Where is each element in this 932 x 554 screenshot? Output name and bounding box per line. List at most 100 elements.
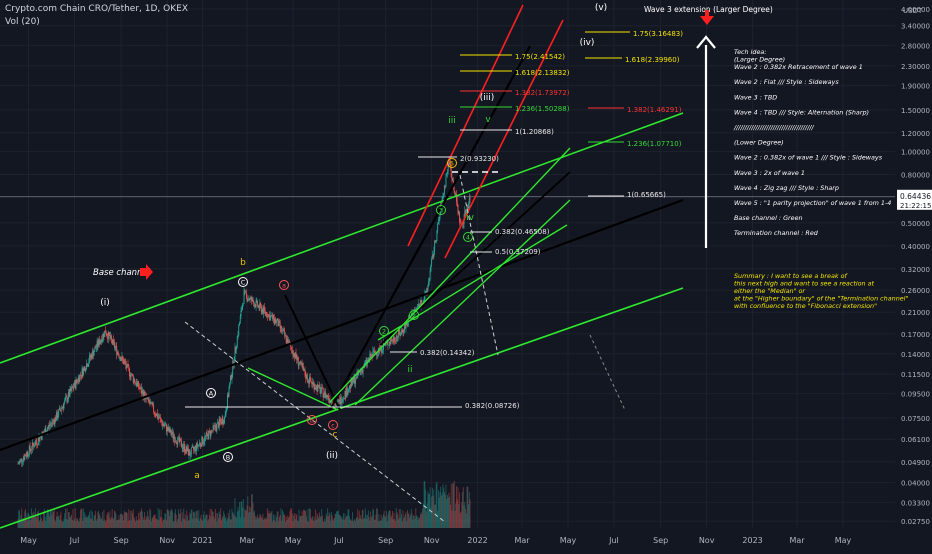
candle-body: [417, 306, 419, 308]
volume-bar: [366, 518, 368, 528]
volume-bar: [409, 517, 411, 528]
volume-bar: [159, 517, 161, 528]
candle-body: [375, 352, 377, 353]
candle-body: [113, 342, 115, 348]
candle-body: [218, 419, 220, 428]
candle-body: [394, 341, 396, 342]
volume-bar: [309, 508, 311, 528]
tech-idea-line: /////////////////////////////////////: [733, 124, 815, 132]
volume-bar: [198, 510, 200, 528]
volume-bar: [418, 517, 420, 528]
candle-body: [110, 335, 112, 340]
candle-body: [133, 379, 135, 383]
volume-bar: [263, 519, 265, 528]
volume-bar: [466, 486, 468, 528]
price-tick-label: 0.09500: [901, 391, 930, 399]
candle-body: [303, 366, 304, 371]
candle-body: [34, 441, 36, 446]
candle-body: [121, 356, 123, 360]
candle-body: [287, 339, 289, 346]
candle-body: [134, 379, 136, 383]
volume-bar: [211, 509, 213, 528]
candle-body: [220, 421, 222, 425]
volume-bar: [415, 508, 417, 528]
candle-body: [313, 382, 315, 390]
candle-body: [361, 369, 363, 373]
candle-body: [224, 414, 226, 418]
volume-bar: [377, 521, 379, 528]
volume-bar: [224, 518, 226, 528]
candle-body: [40, 436, 42, 438]
candle-body: [193, 447, 195, 450]
volume-bar: [28, 512, 29, 528]
volume-indicator-label[interactable]: Vol (20): [5, 17, 40, 27]
circled-wave-marker: [223, 452, 233, 462]
candle-body: [129, 375, 131, 378]
volume-bar: [333, 517, 335, 528]
candle-body: [188, 449, 190, 456]
candle-body: [291, 347, 292, 350]
candle-body: [395, 336, 397, 342]
sub-channel-c: [377, 224, 568, 341]
volume-bar: [179, 513, 181, 528]
volume-bar: [456, 486, 457, 528]
candle-body: [85, 369, 87, 372]
volume-bar: [449, 496, 451, 528]
volume-bar: [188, 519, 190, 528]
candle-body: [418, 303, 420, 307]
candle-body: [346, 387, 348, 395]
tech-idea-line: Base channel : Green: [734, 214, 803, 222]
volume-bar: [417, 520, 419, 528]
candle-body: [283, 330, 285, 332]
candle-body: [291, 349, 293, 353]
volume-bar: [406, 521, 408, 528]
volume-bar: [288, 516, 290, 528]
candle-body: [234, 347, 236, 361]
volume-bar: [199, 521, 201, 528]
volume-bar: [57, 516, 59, 528]
candle-body: [150, 402, 152, 404]
volume-bar: [399, 517, 401, 528]
candle-body: [91, 354, 93, 359]
candle-body: [71, 387, 72, 392]
time-tick-label: Sep: [653, 536, 668, 545]
volume-bar: [83, 512, 85, 528]
volume-bar: [33, 511, 35, 528]
volume-bar: [112, 517, 114, 528]
tech-idea-line: Wave 5 : "1 parity projection" of wave 1…: [734, 199, 891, 207]
volume-bar: [285, 521, 286, 528]
candle-body: [456, 201, 458, 205]
volume-bar: [260, 515, 262, 528]
candle-body: [421, 300, 423, 304]
volume-bar: [443, 491, 445, 528]
volume-bar: [174, 513, 176, 528]
volume-bar: [398, 519, 399, 528]
candle-body: [358, 372, 359, 375]
price-tick-label: 3.40000: [901, 23, 930, 31]
circled-wave-marker: [447, 158, 457, 168]
termination-channel-upper: [407, 4, 524, 247]
volume-bar: [336, 511, 338, 528]
volume-bar: [73, 520, 75, 528]
candle-body: [31, 442, 33, 450]
candle-body: [82, 368, 84, 376]
candle-body: [144, 391, 146, 400]
volume-bar: [389, 510, 391, 528]
candle-body: [125, 362, 127, 365]
candle-body: [40, 436, 42, 440]
time-axis[interactable]: May Jul Sep Nov 2021 Mar May Jul Sep Nov 2022 Mar Ma…: [20, 536, 851, 545]
volume-bar: [337, 510, 339, 528]
price-tick-label: 2.30000: [901, 63, 930, 71]
candle-body: [465, 210, 467, 215]
volume-bar: [142, 517, 144, 528]
volume-bar: [153, 515, 155, 528]
candle-body: [153, 411, 155, 414]
candle-body: [163, 425, 165, 427]
candle-body: [232, 361, 234, 374]
volume-bar: [208, 519, 210, 528]
volume-bar: [464, 501, 466, 528]
candle-body: [183, 444, 185, 448]
